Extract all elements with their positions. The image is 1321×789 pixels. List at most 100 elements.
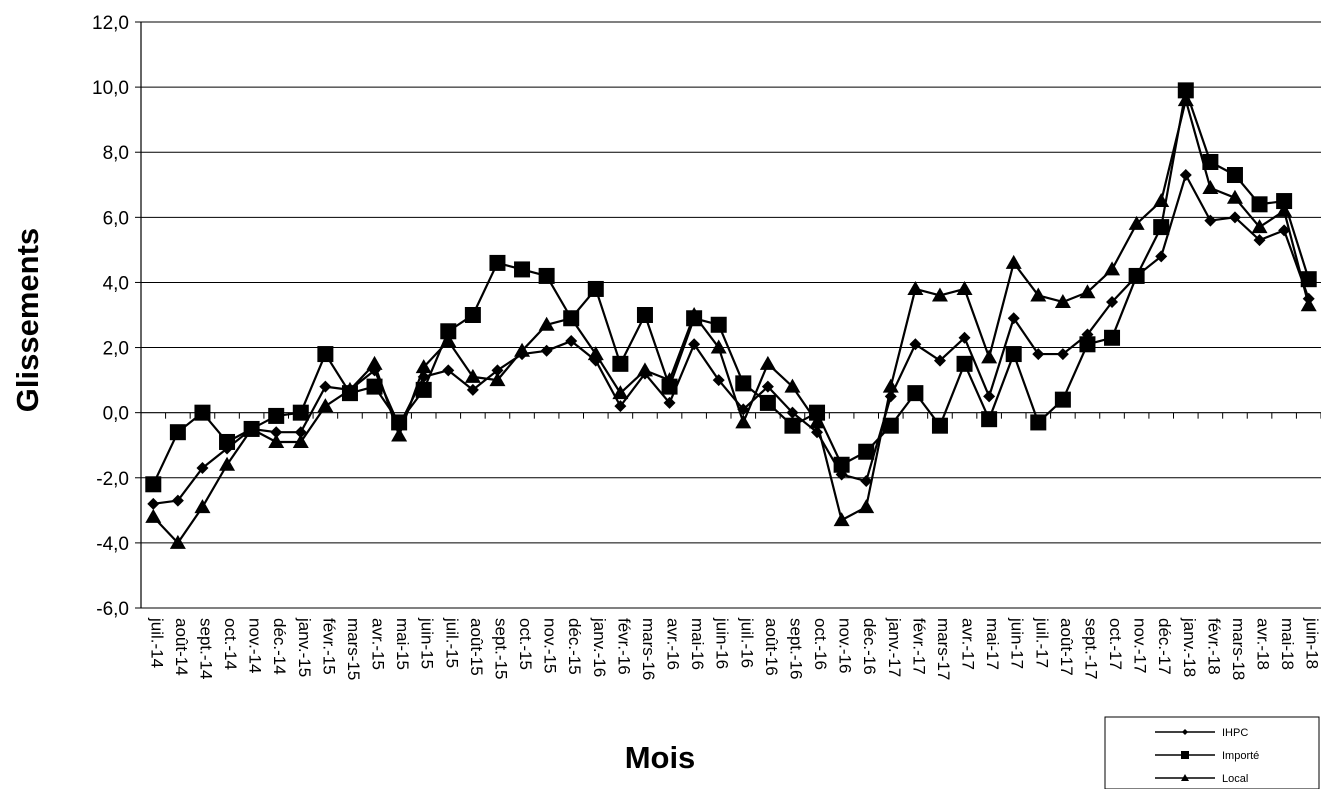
data-point-ihpc bbox=[712, 374, 725, 387]
data-point-import- bbox=[145, 476, 162, 493]
data-point-import- bbox=[710, 316, 727, 333]
x-tick-label: mai-16 bbox=[688, 618, 707, 670]
data-point-import- bbox=[1079, 336, 1096, 353]
data-point-import- bbox=[833, 456, 850, 473]
x-tick-label: janv.-16 bbox=[590, 617, 609, 677]
legend-label-local: Local bbox=[1222, 773, 1248, 785]
data-point-ihpc bbox=[270, 426, 283, 439]
data-point-ihpc bbox=[1007, 312, 1020, 325]
data-point-ihpc bbox=[860, 475, 873, 488]
data-point-import- bbox=[1300, 271, 1317, 288]
data-point-local bbox=[1054, 293, 1071, 308]
y-tick-label: -4,0 bbox=[96, 534, 129, 555]
data-point-ihpc bbox=[688, 338, 701, 351]
data-point-ihpc bbox=[171, 494, 184, 507]
x-tick-label: sept.-17 bbox=[1081, 618, 1100, 679]
data-point-import- bbox=[1128, 267, 1145, 284]
x-tick-label: mars-17 bbox=[934, 618, 953, 680]
data-point-local bbox=[833, 512, 850, 527]
data-point-local bbox=[194, 499, 211, 514]
data-point-ihpc bbox=[1155, 250, 1168, 263]
x-tick-label: avr.-17 bbox=[959, 618, 978, 670]
data-point-import- bbox=[317, 346, 334, 363]
x-tick-label: déc.-15 bbox=[565, 618, 584, 675]
x-tick-label: mars-18 bbox=[1229, 618, 1248, 680]
data-point-import- bbox=[1005, 346, 1022, 363]
data-point-local bbox=[686, 307, 703, 321]
data-point-local bbox=[1202, 180, 1219, 195]
data-point-import- bbox=[735, 375, 752, 392]
data-point-ihpc bbox=[565, 335, 578, 348]
x-tick-label: juin-18 bbox=[1303, 617, 1321, 669]
data-point-import- bbox=[391, 414, 408, 431]
y-tick-label: 4,0 bbox=[103, 273, 129, 294]
y-tick-label: 6,0 bbox=[103, 208, 129, 229]
data-point-ihpc bbox=[417, 370, 430, 383]
data-point-ihpc bbox=[147, 497, 160, 510]
x-tick-label: oct.-17 bbox=[1106, 618, 1125, 670]
data-point-ihpc bbox=[761, 380, 774, 393]
data-point-local bbox=[858, 499, 875, 514]
data-point-import- bbox=[587, 280, 604, 297]
axes bbox=[135, 21, 1321, 609]
x-tick-label: sept.-14 bbox=[196, 618, 215, 679]
data-point-local bbox=[1300, 297, 1317, 312]
x-tick-label: août-17 bbox=[1057, 618, 1076, 676]
x-tick-label: sept.-16 bbox=[786, 618, 805, 679]
y-tick-label: -6,0 bbox=[96, 599, 129, 620]
x-tick-label: sept.-15 bbox=[491, 618, 510, 679]
data-point-local bbox=[636, 362, 653, 377]
x-tick-label: déc.-16 bbox=[860, 618, 879, 675]
x-tick-label: mai-17 bbox=[983, 618, 1002, 670]
data-point-local bbox=[145, 508, 162, 523]
data-point-local bbox=[809, 414, 826, 429]
data-point-local bbox=[1104, 261, 1121, 276]
x-tick-label: août-14 bbox=[172, 618, 191, 676]
data-point-ihpc bbox=[1204, 214, 1217, 227]
data-point-ihpc bbox=[1056, 348, 1069, 361]
y-tick-label: 0,0 bbox=[103, 404, 129, 425]
x-tick-label: juil.-17 bbox=[1032, 617, 1051, 668]
data-point-local bbox=[489, 372, 506, 387]
x-tick-label: juil.-16 bbox=[737, 617, 756, 668]
data-point-ihpc bbox=[737, 403, 750, 416]
data-point-import- bbox=[440, 323, 457, 340]
data-point-local bbox=[1005, 254, 1022, 269]
data-point-local bbox=[1153, 193, 1170, 208]
data-point-ihpc bbox=[294, 426, 307, 439]
x-tick-label: févr.-15 bbox=[319, 618, 338, 675]
data-point-local bbox=[956, 280, 973, 295]
data-point-local bbox=[587, 346, 604, 361]
data-point-ihpc bbox=[491, 364, 504, 377]
data-point-ihpc bbox=[540, 344, 553, 357]
x-tick-label: oct.-14 bbox=[221, 618, 240, 670]
data-point-import- bbox=[1104, 329, 1121, 346]
data-point-local bbox=[710, 339, 727, 354]
data-point-import- bbox=[1276, 193, 1293, 210]
data-point-local bbox=[1251, 219, 1268, 234]
x-tick-label: avr.-15 bbox=[369, 618, 388, 670]
data-point-import- bbox=[809, 404, 826, 421]
legend-marker-local bbox=[1181, 774, 1189, 781]
data-point-local bbox=[415, 359, 432, 374]
data-point-local bbox=[563, 310, 580, 325]
x-tick-label: août-15 bbox=[467, 618, 486, 676]
data-point-import- bbox=[1202, 153, 1219, 170]
y-tick-labels: -6,0 -4,0 -2,0 0,0 2,0 4,0 6,0 8,0 10,0 12,0 bbox=[92, 13, 129, 620]
data-point-import- bbox=[514, 261, 531, 278]
data-point-import- bbox=[1153, 219, 1170, 236]
data-point-local bbox=[341, 381, 358, 396]
x-tick-label: juin-15 bbox=[418, 617, 437, 669]
data-point-import- bbox=[415, 381, 432, 398]
x-tick-label: févr.-18 bbox=[1204, 618, 1223, 675]
data-point-import- bbox=[1177, 82, 1194, 99]
data-point-ihpc bbox=[442, 364, 455, 377]
legend-marker-import- bbox=[1181, 751, 1189, 759]
data-point-import- bbox=[464, 307, 481, 323]
data-point-import- bbox=[194, 404, 211, 421]
data-point-import- bbox=[784, 417, 801, 434]
data-point-local bbox=[1079, 284, 1096, 299]
data-point-local bbox=[1276, 202, 1293, 217]
data-point-ihpc bbox=[319, 380, 332, 393]
data-point-local bbox=[464, 368, 481, 383]
